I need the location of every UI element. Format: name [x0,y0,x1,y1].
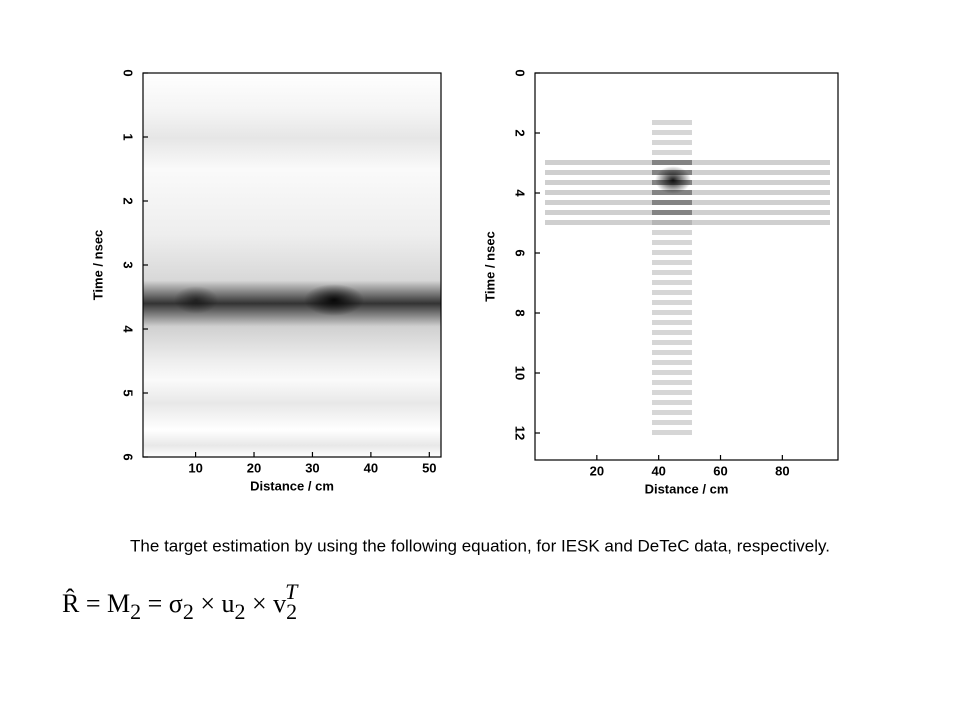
eq-part: = σ [141,589,183,618]
x-tick-label: 40 [364,460,378,475]
caption: The target estimation by using the follo… [130,536,830,555]
x-tick-label: 20 [590,463,604,478]
x-tick-label: 30 [305,460,319,475]
eq-sub: 2 [234,599,245,624]
eq-part: × u [194,589,235,618]
x-tick-label: 50 [422,460,436,475]
y-tick-label: 3 [121,261,136,268]
y-tick-label: 6 [513,249,528,256]
x-tick-label: 40 [651,463,665,478]
eq-sub: 2 [286,599,297,624]
y-tick-label: 4 [513,189,528,197]
x-tick-label: 20 [247,460,261,475]
y-tick-label: 0 [513,69,528,76]
y-tick-label: 2 [121,197,136,204]
eq-sub: 2 [130,599,141,624]
y-tick-label: 5 [121,389,136,396]
y-tick-label: 12 [513,426,528,440]
eq-part: R̂ = M [62,589,130,618]
x-tick-label: 60 [713,463,727,478]
y-tick-label: 4 [121,325,136,333]
y-tick-label: 2 [513,129,528,136]
eq-sup: T [285,579,299,604]
equation: R̂ = M2 = σ2 × u2 × v2T [62,579,299,624]
y-tick-label: 6 [121,453,136,460]
right-image [545,118,830,438]
eq-part: × v [245,589,286,618]
y-tick-label: 0 [121,69,136,76]
y-axis-label: Time / nsec [482,231,497,302]
left-image [143,73,441,457]
y-axis-label: Time / nsec [90,230,105,301]
x-axis-label: Distance / cm [250,478,334,493]
eq-sub: 2 [183,599,194,624]
x-tick-label: 10 [188,460,202,475]
x-tick-label: 80 [775,463,789,478]
x-axis-label: Distance / cm [645,481,729,496]
y-tick-label: 1 [121,133,136,140]
y-tick-label: 8 [513,309,528,316]
y-tick-label: 10 [513,366,528,380]
plot-frame [534,72,839,461]
